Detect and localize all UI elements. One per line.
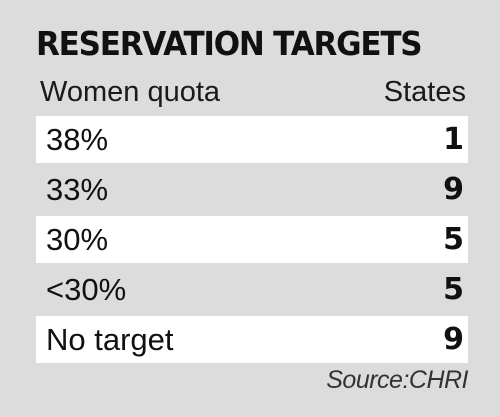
chart-title: RESERVATION TARGETS (36, 24, 423, 63)
column-header-women-quota: Women quota (40, 75, 221, 108)
row-label: <30% (46, 271, 127, 307)
row-value: 9 (443, 172, 464, 207)
row-value: 5 (443, 222, 464, 257)
row-label: 38% (46, 121, 109, 157)
table-row: No target 9 (36, 316, 468, 363)
table-row: 30% 5 (36, 216, 468, 263)
column-header-states: States (383, 75, 466, 108)
table-row: <30% 5 (36, 266, 468, 313)
row-label: No target (46, 321, 174, 357)
row-value: 9 (443, 322, 464, 357)
source-note: Source:CHRI (326, 366, 468, 394)
table-body: 38% 1 33% 9 30% 5 <30% 5 No target 9 (36, 116, 468, 363)
row-label: 33% (46, 171, 109, 207)
row-value: 5 (443, 272, 464, 307)
row-value: 1 (443, 122, 464, 157)
table-row: 38% 1 (36, 116, 468, 163)
row-label: 30% (46, 221, 109, 257)
table-header: Women quota States (36, 68, 468, 116)
table-row: 33% 9 (36, 166, 468, 213)
